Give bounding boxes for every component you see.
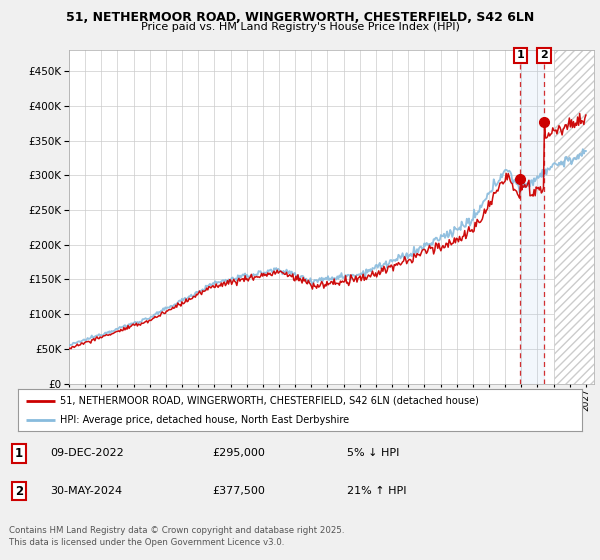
Text: £295,000: £295,000 — [212, 449, 265, 459]
Text: Price paid vs. HM Land Registry's House Price Index (HPI): Price paid vs. HM Land Registry's House … — [140, 22, 460, 32]
Bar — [520, 50, 544, 384]
Text: 1: 1 — [517, 50, 524, 60]
Text: 5% ↓ HPI: 5% ↓ HPI — [347, 449, 400, 459]
Text: 2: 2 — [540, 50, 548, 60]
Bar — [554, 50, 594, 384]
Text: Contains HM Land Registry data © Crown copyright and database right 2025.
This d: Contains HM Land Registry data © Crown c… — [9, 526, 344, 547]
Text: 21% ↑ HPI: 21% ↑ HPI — [347, 486, 407, 496]
Text: 2: 2 — [15, 485, 23, 498]
Text: 09-DEC-2022: 09-DEC-2022 — [50, 449, 124, 459]
Text: 30-MAY-2024: 30-MAY-2024 — [50, 486, 122, 496]
Text: 51, NETHERMOOR ROAD, WINGERWORTH, CHESTERFIELD, S42 6LN: 51, NETHERMOOR ROAD, WINGERWORTH, CHESTE… — [66, 11, 534, 24]
Text: HPI: Average price, detached house, North East Derbyshire: HPI: Average price, detached house, Nort… — [60, 415, 349, 425]
Text: £377,500: £377,500 — [212, 486, 265, 496]
Text: 51, NETHERMOOR ROAD, WINGERWORTH, CHESTERFIELD, S42 6LN (detached house): 51, NETHERMOOR ROAD, WINGERWORTH, CHESTE… — [60, 395, 479, 405]
Text: 1: 1 — [15, 447, 23, 460]
Bar — [554, 50, 594, 384]
